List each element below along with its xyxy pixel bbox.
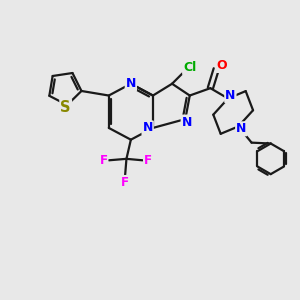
Text: O: O — [216, 59, 227, 72]
Text: F: F — [121, 176, 129, 189]
Text: Cl: Cl — [183, 61, 196, 74]
Text: N: N — [225, 89, 236, 102]
Text: N: N — [182, 116, 192, 128]
Text: S: S — [60, 100, 71, 115]
Text: N: N — [236, 122, 247, 135]
Text: F: F — [100, 154, 107, 167]
Text: F: F — [144, 154, 152, 167]
Text: N: N — [126, 77, 136, 90]
Text: N: N — [142, 122, 153, 134]
